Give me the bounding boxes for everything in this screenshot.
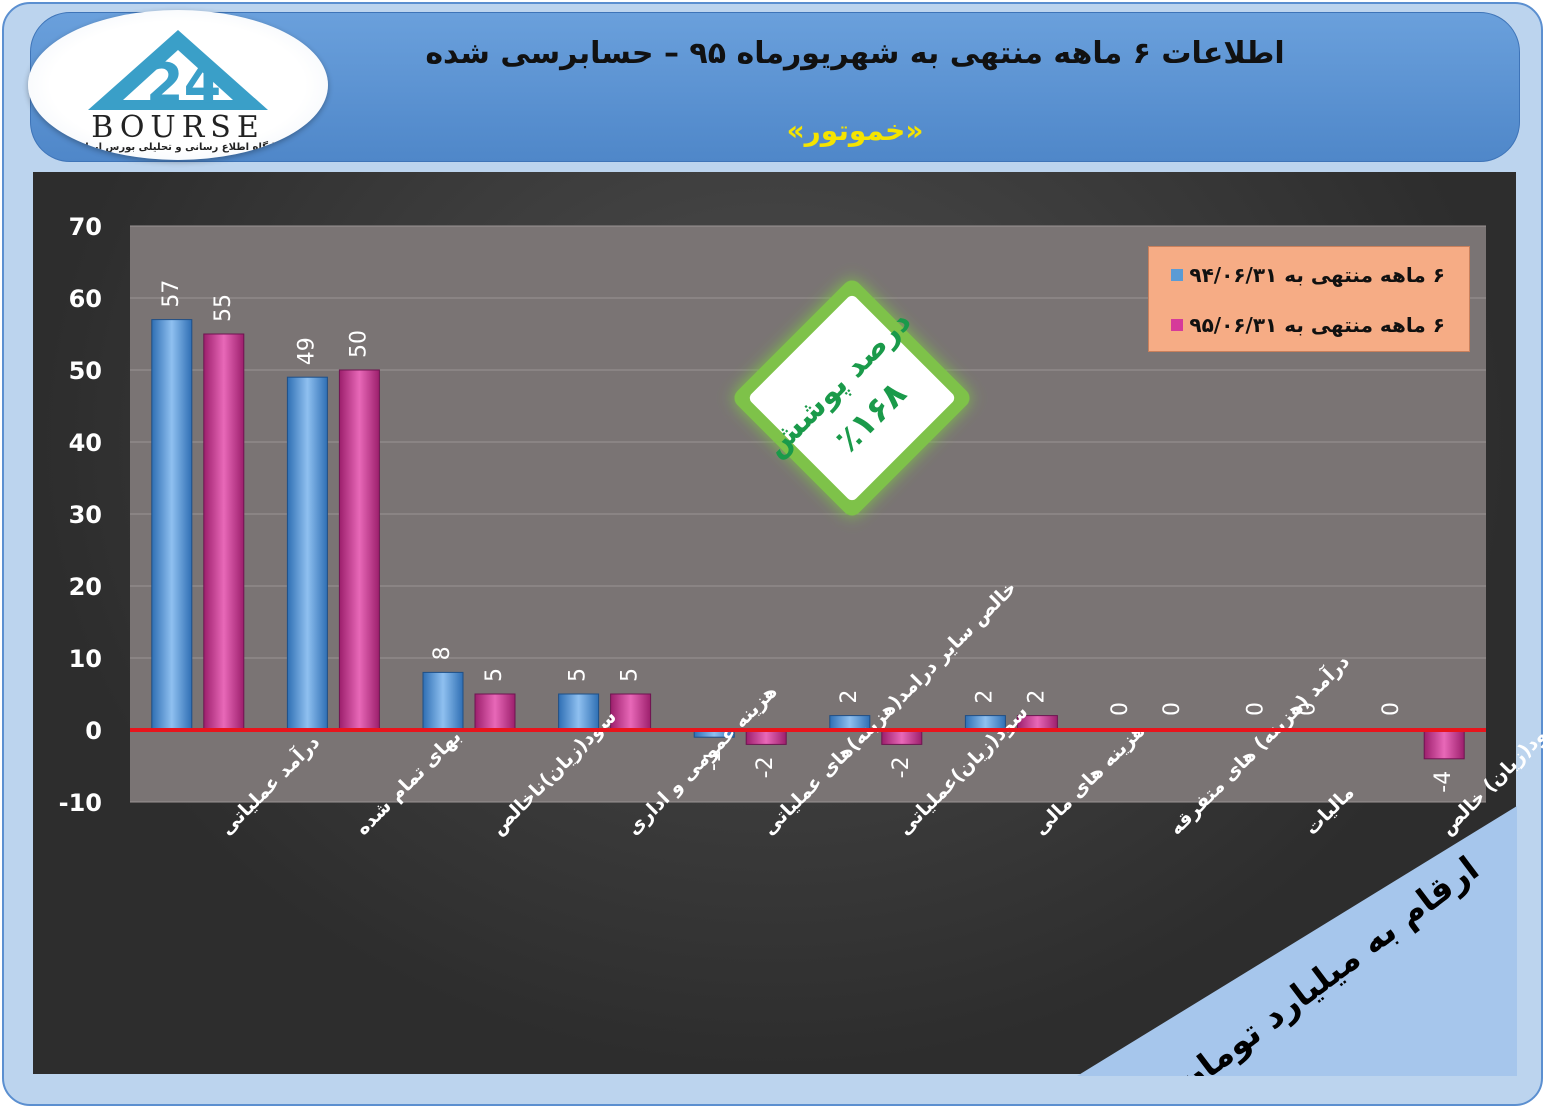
bar-1 (286, 376, 328, 731)
data-label: 0 (1244, 702, 1269, 716)
legend-item-1: ۶ ماهه منتهی به ۹۴/۰۶/۳۱ (1171, 263, 1445, 287)
y-tick-label: 60 (69, 285, 102, 313)
data-label: 2 (1024, 690, 1049, 704)
chart-legend: ۶ ماهه منتهی به ۹۴/۰۶/۳۱ ۶ ماهه منتهی به… (1148, 246, 1470, 352)
y-tick-label: 30 (69, 501, 102, 529)
logo-text: BOURSE (91, 110, 265, 145)
y-tick-label: 70 (69, 213, 102, 241)
y-tick-label: 0 (85, 717, 102, 745)
bourse-logo: 24 BOURSE پایگاه اطلاع رسانی و تحلیلی بو… (28, 10, 328, 160)
data-label: 5 (482, 668, 507, 682)
data-label: -2 (753, 756, 778, 778)
bar-2 (338, 369, 380, 731)
y-tick-label: 10 (69, 645, 102, 673)
y-tick-label: 40 (69, 429, 102, 457)
bar-2 (203, 333, 245, 731)
data-label: 2 (837, 690, 862, 704)
data-label: -1 (701, 749, 726, 771)
bar-2 (881, 729, 923, 745)
data-label: -4 (1431, 771, 1456, 793)
data-label: 0 (1296, 702, 1321, 716)
svg-text:24: 24 (146, 52, 221, 115)
y-tick-label: 50 (69, 357, 102, 385)
y-tick-label: 20 (69, 573, 102, 601)
bar-1 (558, 693, 600, 731)
data-label: 5 (618, 668, 643, 682)
legend-swatch-1 (1171, 269, 1184, 281)
page-title: اطلاعات ۶ ماهه منتهی به شهریورماه ۹۵ – ح… (425, 36, 1285, 71)
data-label: 0 (1108, 702, 1133, 716)
data-label: 5 (566, 668, 591, 682)
legend-item-2: ۶ ماهه منتهی به ۹۵/۰۶/۳۱ (1171, 313, 1445, 337)
logo-mark-icon: 24 (88, 30, 268, 115)
data-label: -2 (889, 756, 914, 778)
data-label: 55 (211, 294, 236, 322)
data-label: 2 (972, 690, 997, 704)
bar-2 (474, 693, 516, 731)
data-label: 57 (159, 280, 184, 308)
legend-swatch-2 (1171, 319, 1184, 331)
units-note-background (1077, 806, 1517, 1076)
bar-1 (151, 319, 193, 731)
data-label: 8 (430, 646, 455, 660)
legend-label-1: ۶ ماهه منتهی به ۹۴/۰۶/۳۱ (1189, 263, 1445, 287)
y-tick-label: -10 (59, 789, 102, 817)
bar-2 (745, 729, 787, 745)
bar-2 (1423, 729, 1465, 760)
units-note: ارقام به میلیارد تومان (1077, 806, 1517, 1076)
data-label: 49 (294, 337, 319, 365)
logo-subtitle: پایگاه اطلاع رسانی و تحلیلی بورس ایران (76, 142, 280, 153)
data-label: 0 (1160, 702, 1185, 716)
legend-label-2: ۶ ماهه منتهی به ۹۵/۰۶/۳۱ (1189, 313, 1445, 337)
data-label: 0 (1379, 702, 1404, 716)
bar-1 (422, 671, 464, 731)
data-label: 50 (346, 330, 371, 358)
company-name: «خموتور» (786, 114, 924, 147)
